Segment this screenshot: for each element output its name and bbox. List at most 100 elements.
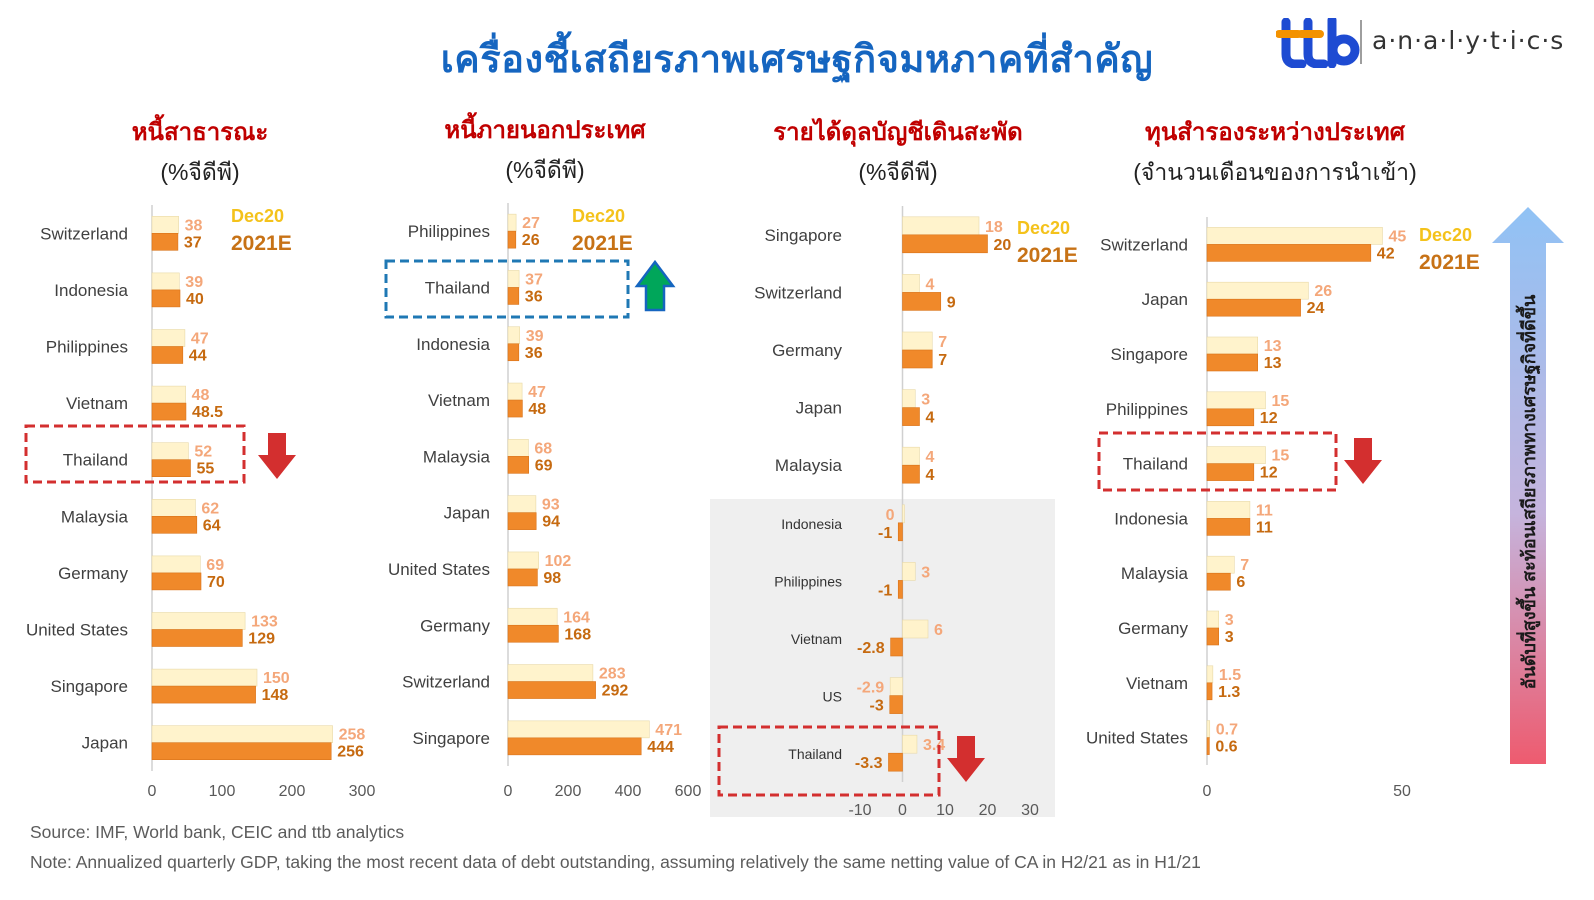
category-label-singapore: Singapore [764, 226, 842, 245]
category-label-indonesia: Indonesia [781, 516, 842, 532]
category-label-thailand: Thailand [788, 746, 842, 762]
bar-dec20-switzerland [151, 216, 179, 234]
bar-2021e-switzerland [151, 233, 179, 251]
bar-dec20-thailand [507, 270, 520, 288]
value-label-2021e-united-states: 98 [543, 570, 561, 587]
tick-label: 0 [898, 802, 907, 819]
bar-dec20-japan [902, 389, 916, 408]
bar-dec20-vietnam [507, 382, 523, 401]
value-label-dec20-us: -2.9 [857, 680, 885, 697]
category-label-singapore: Singapore [1110, 345, 1188, 364]
value-label-dec20-malaysia: 7 [1240, 557, 1249, 574]
value-label-dec20-united-states: 0.7 [1216, 722, 1238, 739]
tick-label: 200 [279, 783, 306, 800]
value-label-dec20-vietnam: 48 [192, 387, 210, 404]
category-label-germany: Germany [772, 341, 842, 360]
category-label-japan: Japan [1142, 290, 1188, 309]
bar-2021e-singapore [1206, 353, 1259, 372]
value-label-dec20-vietnam: 47 [528, 384, 546, 401]
tick-label: 300 [349, 783, 376, 800]
category-label-thailand: Thailand [425, 278, 490, 297]
bar-dec20-japan [507, 495, 537, 513]
category-label-malaysia: Malaysia [775, 456, 843, 475]
bar-2021e-switzerland [902, 292, 942, 311]
value-label-dec20-malaysia: 62 [201, 500, 219, 517]
bar-dec20-philippines [902, 562, 916, 581]
bar-dec20-indonesia [507, 326, 520, 345]
bar-2021e-united-states [507, 568, 538, 587]
category-label-vietnam: Vietnam [791, 631, 842, 647]
legend-dec20: Dec20 [572, 206, 625, 226]
bar-dec20-philippines [1206, 391, 1266, 410]
value-label-dec20-switzerland: 283 [599, 666, 626, 683]
value-label-dec20-japan: 258 [339, 727, 366, 744]
category-label-malaysia: Malaysia [61, 507, 129, 526]
bar-dec20-malaysia [507, 439, 529, 457]
bar-dec20-switzerland [902, 274, 920, 293]
legend-2021e: 2021E [231, 232, 292, 255]
value-label-dec20-indonesia: 11 [1256, 502, 1273, 519]
ttb-analytics-logo: a·n·a·l·y·t·i·c·s [1275, 15, 1576, 70]
logo-divider [1360, 20, 1362, 64]
category-label-united-states: United States [388, 560, 490, 579]
value-label-2021e-singapore: 20 [994, 237, 1012, 254]
tick-label: 600 [675, 783, 702, 800]
category-label-philippines: Philippines [774, 573, 842, 589]
value-label-2021e-vietnam: 48 [528, 401, 546, 418]
bar-dec20-thailand [1206, 446, 1266, 464]
value-label-2021e-thailand: 36 [525, 288, 543, 305]
category-label-united-states: United States [26, 621, 128, 640]
value-label-dec20-germany: 69 [206, 557, 224, 574]
tick-label: 50 [1393, 783, 1411, 800]
value-label-dec20-philippines: 27 [522, 215, 540, 232]
bar-2021e-indonesia [151, 289, 181, 308]
tick-label: 400 [615, 783, 642, 800]
chart-title: หนี้ภายนอกประเทศ [444, 111, 646, 144]
tick-label: 200 [555, 783, 582, 800]
category-label-switzerland: Switzerland [402, 673, 490, 692]
category-label-philippines: Philippines [46, 338, 128, 357]
main-title: เครื่องชี้เสถียรภาพเศรษฐกิจมหภาคที่สำคัญ [440, 39, 1154, 81]
bar-dec20-united-states [507, 551, 539, 570]
side-arrow-label: อันดับที่สูงขึ้น สะท้อนเสถียรภาพทางเศรษฐ… [1515, 294, 1541, 689]
value-label-2021e-singapore: 148 [262, 687, 289, 704]
legend-2021e: 2021E [1017, 244, 1078, 267]
value-label-dec20-singapore: 471 [655, 722, 682, 739]
category-label-singapore: Singapore [412, 729, 490, 748]
bar-dec20-united-states [1206, 720, 1211, 738]
bar-2021e-thailand [888, 752, 903, 772]
bar-dec20-singapore [507, 720, 650, 739]
value-label-2021e-germany: 70 [207, 574, 225, 591]
bar-dec20-indonesia [902, 504, 905, 524]
tick-label: 30 [1021, 802, 1039, 819]
value-label-dec20-germany: 3 [1225, 612, 1234, 629]
logo-text: a·n·a·l·y·t·i·c·s [1372, 26, 1565, 55]
value-label-2021e-thailand: 12 [1260, 465, 1278, 482]
chart-subtitle: (%จีดีพี) [858, 159, 937, 185]
bar-2021e-japan [1206, 298, 1301, 317]
chart-subtitle: (จำนวนเดือนของการนำเข้า) [1133, 159, 1417, 185]
highlight-box-thailand [1097, 431, 1338, 492]
value-label-2021e-japan: 256 [337, 744, 364, 761]
value-label-dec20-thailand: 52 [194, 444, 212, 461]
bar-2021e-malaysia [1206, 572, 1231, 591]
value-label-2021e-malaysia: 4 [926, 467, 935, 484]
value-label-dec20-japan: 3 [921, 392, 930, 409]
value-label-dec20-germany: 164 [563, 609, 590, 626]
value-label-dec20-singapore: 18 [985, 219, 1003, 236]
bar-dec20-philippines [151, 329, 186, 347]
bar-dec20-thailand [151, 442, 189, 461]
value-label-dec20-thailand: 15 [1272, 448, 1290, 465]
bar-2021e-indonesia [507, 343, 520, 362]
bar-2021e-germany [1206, 627, 1219, 646]
value-label-2021e-philippines: 12 [1260, 410, 1278, 427]
bar-dec20-switzerland [507, 664, 594, 682]
bar-2021e-singapore [902, 234, 988, 254]
chart-panel-4: ทุนสำรองระหว่างประเทศ (จำนวนเดือนของการนำ… [1086, 119, 1480, 800]
tick-label: 0 [148, 783, 157, 800]
bar-2021e-singapore [151, 685, 256, 704]
bar-2021e-japan [151, 742, 332, 761]
bar-2021e-thailand [1206, 463, 1255, 481]
tick-label: 0 [1203, 783, 1212, 800]
bar-2021e-malaysia [902, 464, 920, 484]
